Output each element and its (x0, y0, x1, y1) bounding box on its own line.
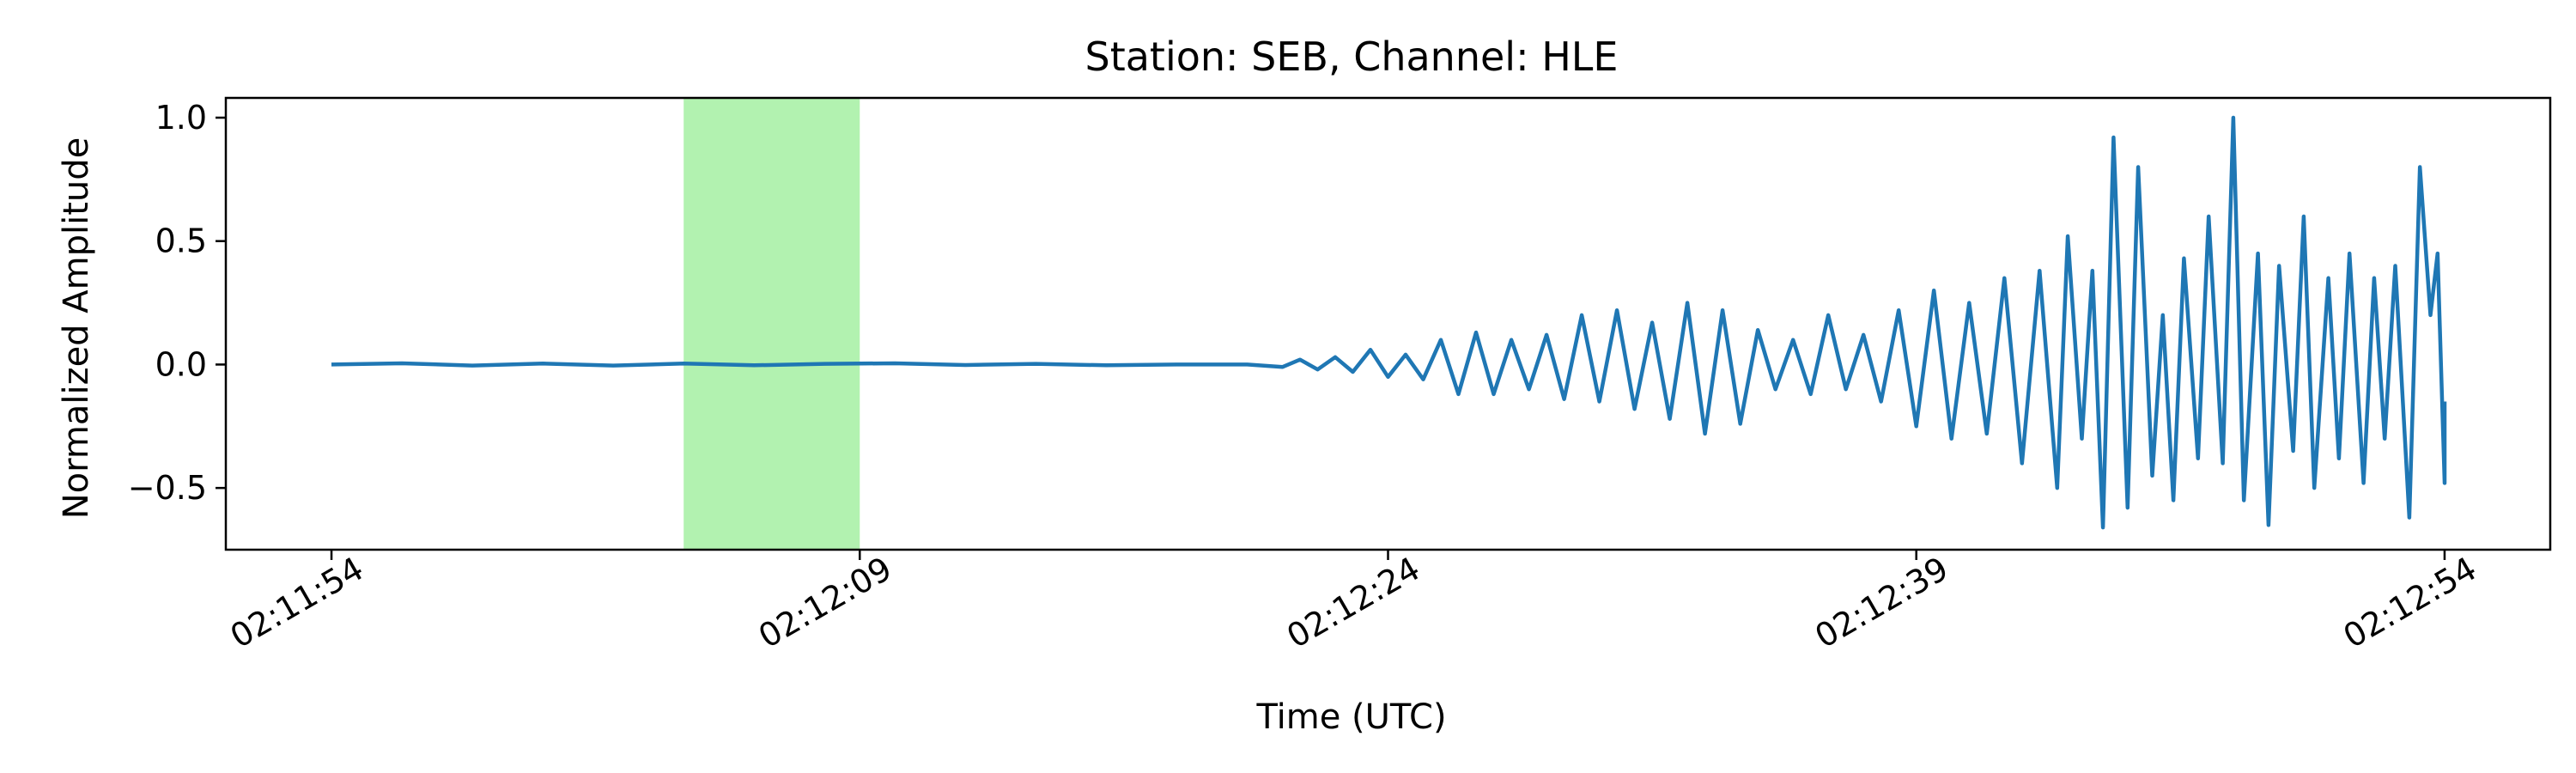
y-tick-label: 0.5 (155, 222, 207, 260)
y-tick-label: 0.0 (155, 345, 207, 383)
y-tick-label: −0.5 (128, 469, 207, 507)
x-axis-label: Time (UTC) (1255, 697, 1446, 737)
waveform-line (331, 115, 2447, 530)
chart-title: Station: SEB, Channel: HLE (1085, 33, 1619, 80)
highlight-window (683, 98, 860, 550)
y-axis-label: Normalized Amplitude (57, 137, 96, 520)
y-tick-label: 1.0 (155, 99, 207, 137)
